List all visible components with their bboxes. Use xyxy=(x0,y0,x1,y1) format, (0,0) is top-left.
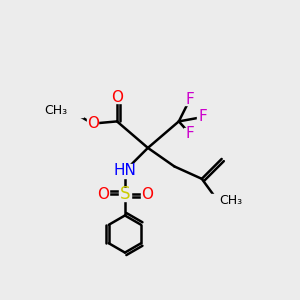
Bar xyxy=(119,188,131,201)
Text: O: O xyxy=(141,187,153,202)
Text: F: F xyxy=(185,92,194,107)
Text: O: O xyxy=(87,116,99,131)
Text: F: F xyxy=(199,110,208,124)
Text: HN: HN xyxy=(113,164,136,178)
Text: O: O xyxy=(111,90,123,105)
Bar xyxy=(112,164,137,178)
Bar xyxy=(97,188,109,200)
Bar xyxy=(141,188,153,200)
Text: S: S xyxy=(120,185,130,203)
Text: CH₃: CH₃ xyxy=(219,194,243,206)
Text: CH₃: CH₃ xyxy=(44,104,68,117)
Text: O: O xyxy=(97,187,109,202)
Bar xyxy=(184,93,196,106)
Text: F: F xyxy=(185,126,194,141)
Bar xyxy=(204,194,230,206)
Bar xyxy=(184,128,196,140)
Bar xyxy=(197,111,209,123)
Bar xyxy=(87,117,98,130)
Bar xyxy=(56,104,83,117)
Bar xyxy=(111,91,123,103)
